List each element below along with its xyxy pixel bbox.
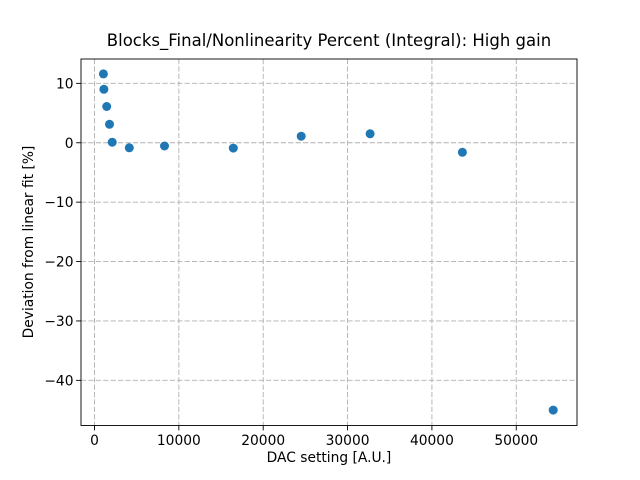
- scatter-point: [160, 141, 169, 151]
- scatter-point: [457, 147, 467, 157]
- x-axis-label: DAC setting [A.U.]: [267, 450, 392, 466]
- scatter-point: [98, 69, 108, 79]
- scatter-point: [105, 119, 114, 129]
- axis-ticks: [76, 82, 517, 431]
- scatter-point: [99, 84, 109, 94]
- grid-lines: [81, 59, 577, 426]
- tick-labels: 0 10000 20000 30000 40000 50000 10 0 −10 −20 −30 −4…: [44, 76, 538, 449]
- x-tick-label: 40000: [410, 433, 454, 449]
- chart-title: Blocks_Final/Nonlinearity Percent (Integ…: [107, 31, 551, 51]
- scatter-point: [228, 143, 238, 153]
- scatter-point: [296, 131, 306, 141]
- scatter-point: [124, 143, 134, 153]
- x-tick-label: 50000: [494, 433, 538, 449]
- scatter-point: [102, 102, 112, 111]
- y-tick-label: −40: [44, 373, 73, 389]
- y-axis-label: Deviation from linear fit [%]: [21, 146, 37, 339]
- y-tick-label: −20: [44, 255, 73, 271]
- y-tick-label: −30: [44, 314, 73, 330]
- y-tick-label: 10: [56, 76, 74, 92]
- scatter-points: [98, 69, 558, 415]
- x-tick-label: 10000: [157, 433, 201, 449]
- axes-spines: [80, 58, 578, 426]
- y-tick-label: −10: [44, 195, 73, 211]
- scatter-point: [107, 137, 117, 147]
- y-tick-label: 0: [65, 136, 74, 152]
- scatter-point: [365, 129, 375, 139]
- plot-border: [80, 58, 578, 426]
- x-tick-label: 30000: [326, 433, 370, 449]
- x-tick-label: 20000: [241, 433, 285, 449]
- x-tick-label: 0: [90, 433, 99, 449]
- scatter-point: [548, 405, 558, 415]
